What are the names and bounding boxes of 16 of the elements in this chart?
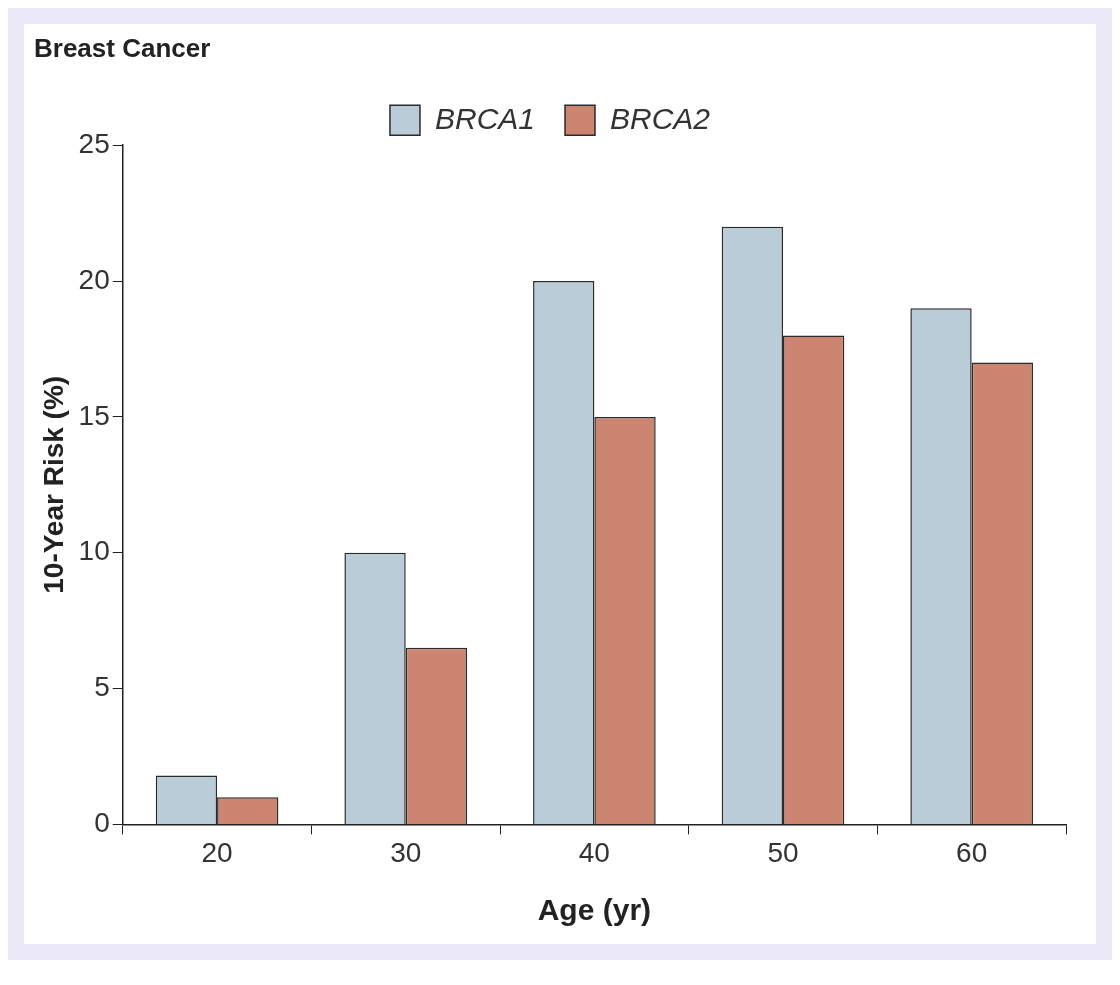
x-axis-title: Age (yr) <box>537 893 652 927</box>
y-tick-label: 10 <box>78 535 110 567</box>
y-tick-label: 25 <box>78 127 110 159</box>
x-tick-label: 40 <box>578 836 610 868</box>
y-axis-title: 10-Year Risk (%) <box>37 375 69 594</box>
y-tick-label: 15 <box>78 399 110 431</box>
x-tick-label: 20 <box>201 836 233 868</box>
x-tick-label: 50 <box>767 836 799 868</box>
chart-title: Breast Cancer <box>34 32 211 63</box>
y-tick-label: 20 <box>78 263 110 295</box>
x-tick-label: 60 <box>956 836 988 868</box>
legend-label: BRCA2 <box>610 101 711 135</box>
legend-label: BRCA1 <box>434 101 536 135</box>
x-tick-label: 30 <box>390 836 422 868</box>
y-tick-label: 5 <box>94 671 110 703</box>
y-tick-label: 0 <box>94 807 110 839</box>
